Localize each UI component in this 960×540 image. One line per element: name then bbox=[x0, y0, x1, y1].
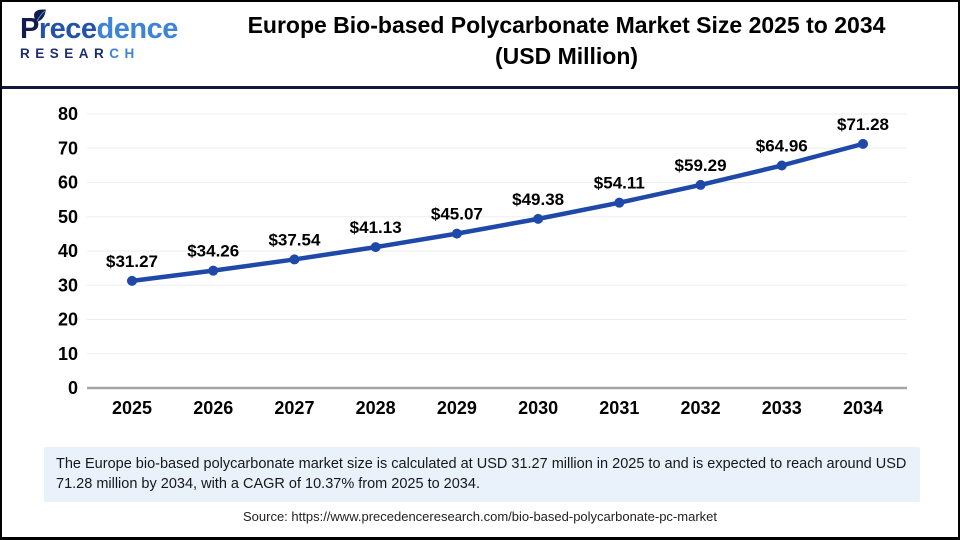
x-tick-label: 2034 bbox=[843, 398, 883, 418]
precedence-research-logo: Precedence RESEARCH bbox=[20, 9, 200, 62]
header: Precedence RESEARCH Europe Bio-based Pol… bbox=[2, 2, 958, 89]
x-tick-label: 2029 bbox=[437, 398, 477, 418]
x-tick-label: 2030 bbox=[518, 398, 558, 418]
data-point bbox=[127, 275, 137, 286]
data-point bbox=[451, 228, 462, 239]
x-tick-label: 2027 bbox=[274, 398, 314, 418]
y-tick-label: 20 bbox=[58, 310, 78, 330]
data-point bbox=[208, 265, 219, 276]
y-tick-label: 80 bbox=[58, 104, 78, 124]
y-tick-label: 40 bbox=[58, 241, 78, 261]
logo-text-tail: dence bbox=[96, 13, 179, 45]
data-point-label: $54.11 bbox=[594, 174, 645, 193]
x-tick-label: 2026 bbox=[193, 398, 233, 418]
logo-subtitle-part1: RESEAR bbox=[20, 46, 110, 61]
data-point-label: $71.28 bbox=[837, 115, 889, 134]
summary-note: The Europe bio-based polycarbonate marke… bbox=[44, 447, 920, 502]
x-tick-label: 2033 bbox=[762, 398, 802, 418]
logo-subtitle-part2: CH bbox=[109, 46, 140, 61]
data-point bbox=[289, 254, 300, 265]
data-point bbox=[858, 138, 868, 149]
data-point bbox=[776, 160, 787, 171]
logo-text-mid: rece bbox=[38, 13, 97, 45]
source-line: Source: https://www.precedenceresearch.c… bbox=[242, 509, 717, 524]
data-point-label: $45.07 bbox=[431, 205, 483, 224]
series-line bbox=[129, 141, 866, 284]
line-chart: 0 10 20 30 40 50 60 70 80 2025 2026 2027 2028 2029 203… bbox=[2, 92, 958, 442]
data-point bbox=[533, 213, 544, 224]
y-tick-label: 50 bbox=[58, 207, 78, 227]
logo-text-p: P bbox=[20, 13, 39, 45]
data-point bbox=[614, 197, 625, 208]
logo-wordmark: Precedence bbox=[20, 9, 200, 45]
data-point-label: $41.13 bbox=[350, 218, 402, 237]
x-tick-label: 2028 bbox=[356, 398, 396, 418]
y-tick-label: 0 bbox=[68, 378, 78, 398]
page-title-line1: Europe Bio-based Polycarbonate Market Si… bbox=[247, 12, 886, 38]
leaf-icon bbox=[34, 9, 46, 22]
y-tick-label: 10 bbox=[58, 344, 78, 364]
y-tick-label: 60 bbox=[58, 173, 78, 193]
data-point-label: $59.29 bbox=[675, 156, 727, 175]
x-tick-label: 2025 bbox=[112, 398, 152, 418]
data-point-label: $34.26 bbox=[187, 242, 239, 261]
data-point-label: $31.27 bbox=[106, 252, 158, 271]
page-title: Europe Bio-based Polycarbonate Market Si… bbox=[187, 10, 946, 72]
data-point-label: $37.54 bbox=[268, 230, 321, 249]
y-tick-label: 30 bbox=[58, 275, 78, 295]
data-point bbox=[370, 242, 381, 253]
x-tick-label: 2031 bbox=[599, 398, 639, 418]
data-point-label: $49.38 bbox=[512, 190, 564, 209]
logo-subtitle: RESEARCH bbox=[20, 46, 200, 62]
summary-note-text: The Europe bio-based polycarbonate marke… bbox=[56, 456, 907, 492]
page-title-line2: (USD Million) bbox=[494, 43, 639, 69]
y-tick-label: 70 bbox=[58, 138, 78, 158]
x-tick-label: 2032 bbox=[681, 398, 721, 418]
data-point bbox=[695, 179, 706, 190]
data-point-label: $64.96 bbox=[756, 137, 808, 156]
